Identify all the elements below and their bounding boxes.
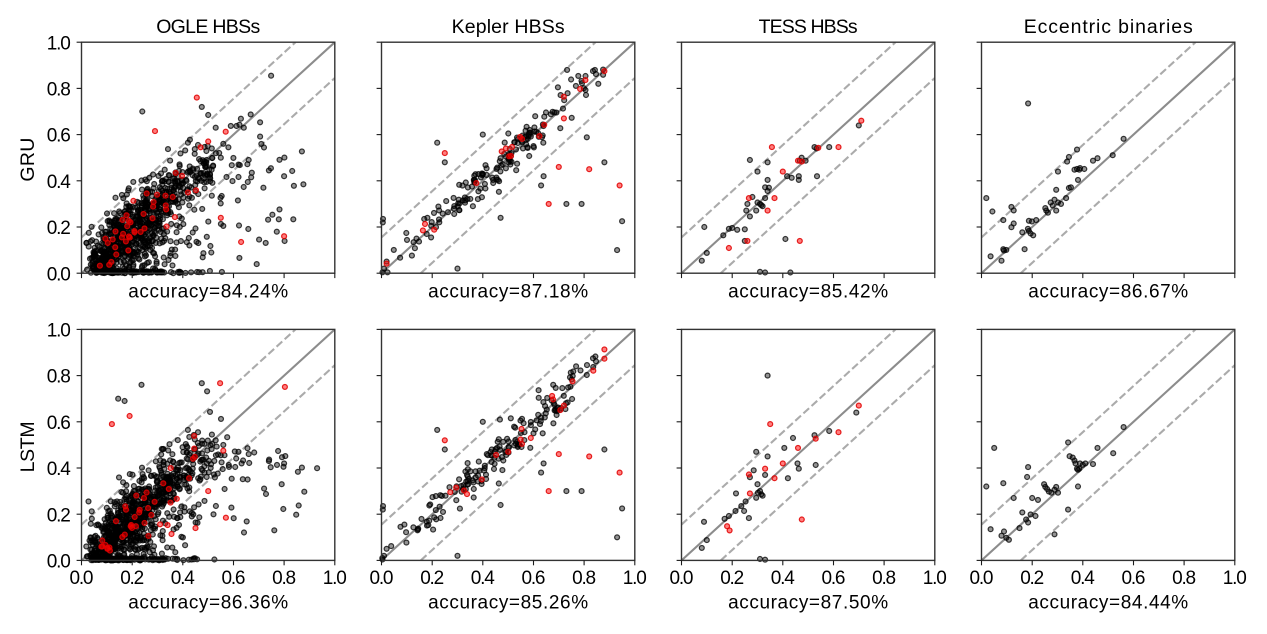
svg-text:0.4: 0.4 [471,568,495,589]
svg-text:1.0: 1.0 [323,568,347,589]
svg-text:0.4: 0.4 [47,172,71,193]
svg-text:0.0: 0.0 [670,568,694,589]
svg-text:LSTM: LSTM [17,421,39,472]
svg-text:0.8: 0.8 [1172,568,1196,589]
svg-text:Eccentric binaries: Eccentric binaries [1024,16,1193,38]
svg-text:accuracy=84.44%: accuracy=84.44% [1028,593,1188,614]
svg-text:0.0: 0.0 [47,264,71,285]
svg-text:0.6: 0.6 [522,568,546,589]
svg-text:0.4: 0.4 [1071,568,1095,589]
svg-text:0.2: 0.2 [720,568,744,589]
svg-text:0.2: 0.2 [47,218,71,239]
svg-text:0.4: 0.4 [171,568,195,589]
svg-text:0.2: 0.2 [420,568,444,589]
svg-text:accuracy=87.18%: accuracy=87.18% [428,281,588,302]
svg-text:0.8: 0.8 [572,568,596,589]
svg-text:0.2: 0.2 [120,568,144,589]
svg-text:0.6: 0.6 [1122,568,1146,589]
svg-text:0.6: 0.6 [222,568,246,589]
svg-text:accuracy=87.50%: accuracy=87.50% [728,593,888,614]
svg-text:accuracy=86.36%: accuracy=86.36% [128,593,288,614]
svg-text:0.8: 0.8 [47,367,71,388]
svg-text:accuracy=85.42%: accuracy=85.42% [728,281,888,302]
svg-text:0.2: 0.2 [1020,568,1044,589]
svg-text:1.0: 1.0 [1223,568,1247,589]
svg-text:1.0: 1.0 [623,568,647,589]
svg-text:0.4: 0.4 [771,568,795,589]
svg-text:accuracy=84.24%: accuracy=84.24% [128,281,288,302]
svg-text:1.0: 1.0 [47,33,71,54]
svg-text:GRU: GRU [17,138,39,182]
svg-text:0.6: 0.6 [47,413,71,434]
svg-text:OGLE HBSs: OGLE HBSs [156,16,260,38]
svg-text:accuracy=86.67%: accuracy=86.67% [1028,281,1188,302]
svg-text:Kepler HBSs: Kepler HBSs [452,16,565,38]
svg-text:0.0: 0.0 [970,568,994,589]
svg-text:0.8: 0.8 [272,568,296,589]
svg-text:0.2: 0.2 [47,505,71,526]
svg-text:0.4: 0.4 [47,459,71,480]
svg-text:1.0: 1.0 [923,568,947,589]
svg-text:0.8: 0.8 [47,80,71,101]
svg-text:0.0: 0.0 [47,552,71,573]
svg-text:0.0: 0.0 [370,568,394,589]
svg-text:0.0: 0.0 [70,568,94,589]
svg-text:0.8: 0.8 [872,568,896,589]
svg-text:accuracy=85.26%: accuracy=85.26% [428,593,588,614]
svg-text:1.0: 1.0 [47,321,71,342]
svg-text:0.6: 0.6 [822,568,846,589]
svg-text:0.6: 0.6 [47,126,71,147]
svg-text:TESS HBSs: TESS HBSs [759,16,858,38]
